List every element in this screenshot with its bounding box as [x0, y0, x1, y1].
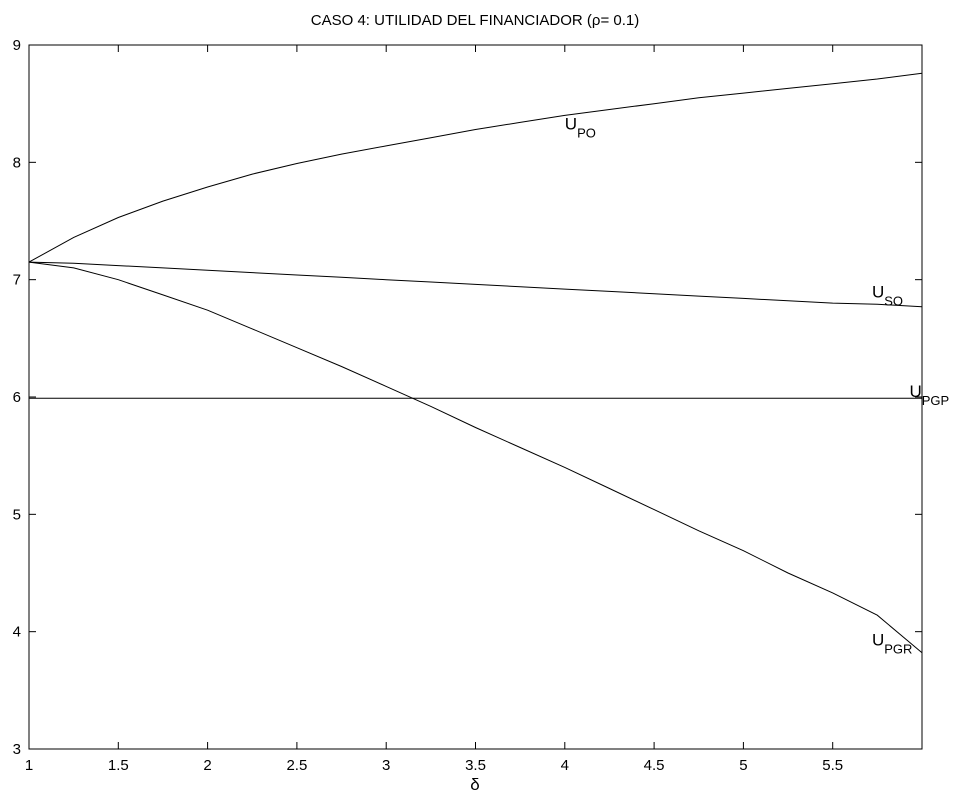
- x-tick-label: 5.5: [822, 757, 843, 774]
- series-label-main: U: [565, 114, 577, 133]
- x-tick-label: 4.5: [644, 757, 665, 774]
- plot-frame: [28, 44, 923, 750]
- series-lines: [28, 72, 923, 654]
- x-tick-label: 1: [25, 757, 33, 774]
- series-line-pgr: [28, 261, 923, 654]
- series-label-subscript: PGR: [884, 642, 912, 657]
- x-axis-label: δ: [470, 775, 479, 794]
- y-tick-label: 6: [13, 389, 21, 406]
- series-label-so: USO: [872, 282, 903, 308]
- chart-title: CASO 4: UTILIDAD DEL FINANCIADOR (ρ= 0.1…: [311, 12, 639, 29]
- series-label-subscript: SO: [884, 293, 903, 308]
- series-label-subscript: PO: [577, 125, 596, 140]
- series-label-subscript: PGP: [922, 393, 949, 408]
- x-tick-label: 5: [739, 757, 747, 774]
- x-tick-label: 4: [561, 757, 569, 774]
- x-tick-label: 2: [203, 757, 211, 774]
- plot-background: [29, 45, 922, 749]
- y-tick-label: 9: [13, 37, 21, 54]
- tick-labels: 1 1.5 2 2.5 3 3.5 4 4.5 5 5.5 3 4 5 6 7 8 9: [13, 37, 843, 774]
- y-tick-label: 5: [13, 506, 21, 523]
- series-line-so: [28, 261, 923, 308]
- series-label-main: U: [872, 631, 884, 650]
- series-label-main: U: [872, 282, 884, 301]
- series-label-main: U: [909, 382, 921, 401]
- series-label-pgr: UPGR: [872, 631, 912, 657]
- x-tick-label: 3.5: [465, 757, 486, 774]
- series-label-pgp: UPGP: [909, 382, 949, 408]
- y-tick-label: 4: [13, 624, 21, 641]
- axis-ticks: [28, 44, 922, 750]
- y-tick-label: 7: [13, 272, 21, 289]
- series-label-po: UPO: [565, 114, 596, 140]
- series-line-po: [28, 72, 923, 263]
- x-tick-label: 3: [382, 757, 390, 774]
- y-tick-label: 3: [13, 741, 21, 758]
- x-tick-label: 2.5: [286, 757, 307, 774]
- x-tick-label: 1.5: [108, 757, 129, 774]
- y-tick-label: 8: [13, 154, 21, 171]
